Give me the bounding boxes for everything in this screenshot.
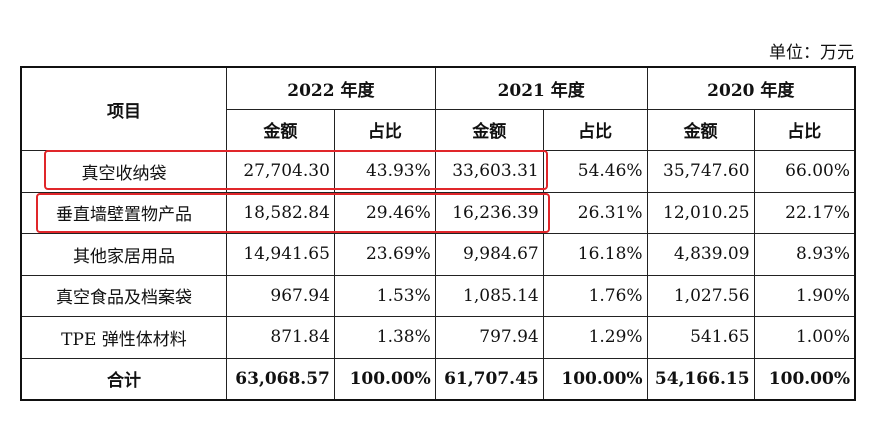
header-item: 项目	[20, 66, 227, 151]
header-year-2022: 2022 年度	[225, 66, 436, 110]
cell-value: 26.31%	[542, 191, 648, 234]
cell-value: 1.53%	[333, 274, 436, 317]
cell-value: 1.29%	[542, 316, 648, 359]
cell-value: 35,747.60	[646, 150, 755, 193]
cell-value: 541.65	[646, 316, 755, 359]
table-row: 其他家居用品 14,941.65 23.69% 9,984.67 16.18% …	[20, 233, 856, 276]
row-label: TPE 弹性体材料	[20, 316, 227, 359]
cell-value: 66.00%	[753, 150, 856, 193]
cell-value: 23.69%	[333, 233, 436, 276]
cell-value: 16.18%	[542, 233, 648, 276]
cell-value: 1,027.56	[646, 274, 755, 317]
cell-value: 797.94	[434, 316, 544, 359]
header-row-years: 项目 2022 年度 2021 年度 2020 年度	[20, 66, 856, 151]
total-value: 63,068.57	[225, 357, 335, 401]
cell-value: 14,941.65	[225, 233, 335, 276]
table-row: TPE 弹性体材料 871.84 1.38% 797.94 1.29% 541.…	[20, 316, 856, 359]
cell-value: 33,603.31	[434, 150, 544, 193]
header-amount: 金额	[434, 108, 544, 151]
cell-value: 12,010.25	[646, 191, 755, 234]
cell-value: 1,085.14	[434, 274, 544, 317]
cell-value: 27,704.30	[225, 150, 335, 193]
total-row: 合计 63,068.57 100.00% 61,707.45 100.00% 5…	[20, 357, 856, 401]
cell-value: 1.76%	[542, 274, 648, 317]
header-amount: 金额	[646, 108, 755, 151]
header-amount: 金额	[225, 108, 335, 151]
cell-value: 18,582.84	[225, 191, 335, 234]
header-year-2021: 2021 年度	[434, 66, 648, 110]
cell-value: 1.00%	[753, 316, 856, 359]
cell-value: 16,236.39	[434, 191, 544, 234]
total-value: 100.00%	[542, 357, 648, 401]
total-value: 61,707.45	[434, 357, 544, 401]
cell-value: 9,984.67	[434, 233, 544, 276]
cell-value: 54.46%	[542, 150, 648, 193]
total-value: 54,166.15	[646, 357, 755, 401]
cell-value: 8.93%	[753, 233, 856, 276]
table-row: 真空收纳袋 27,704.30 43.93% 33,603.31 54.46% …	[20, 150, 856, 193]
unit-label: 单位：万元	[769, 43, 854, 63]
cell-value: 871.84	[225, 316, 335, 359]
header-ratio: 占比	[542, 108, 648, 151]
table-row: 垂直墙壁置物产品 18,582.84 29.46% 16,236.39 26.3…	[20, 191, 856, 234]
cell-value: 4,839.09	[646, 233, 755, 276]
table-row: 真空食品及档案袋 967.94 1.53% 1,085.14 1.76% 1,0…	[20, 274, 856, 317]
cell-value: 1.90%	[753, 274, 856, 317]
cell-value: 967.94	[225, 274, 335, 317]
row-label: 垂直墙壁置物产品	[20, 191, 227, 234]
header-year-2020: 2020 年度	[646, 66, 856, 110]
revenue-table: 项目 2022 年度 2021 年度 2020 年度 金额 占比 金额 占比 金…	[20, 66, 856, 401]
total-value: 100.00%	[333, 357, 436, 401]
cell-value: 43.93%	[333, 150, 436, 193]
header-ratio: 占比	[753, 108, 856, 151]
total-label: 合计	[20, 357, 227, 401]
cell-value: 29.46%	[333, 191, 436, 234]
row-label: 其他家居用品	[20, 233, 227, 276]
total-value: 100.00%	[753, 357, 856, 401]
cell-value: 22.17%	[753, 191, 856, 234]
cell-value: 1.38%	[333, 316, 436, 359]
row-label: 真空食品及档案袋	[20, 274, 227, 317]
row-label: 真空收纳袋	[20, 150, 227, 193]
header-row-metrics: 金额 占比 金额 占比 金额 占比	[21, 108, 856, 151]
header-ratio: 占比	[333, 108, 436, 151]
